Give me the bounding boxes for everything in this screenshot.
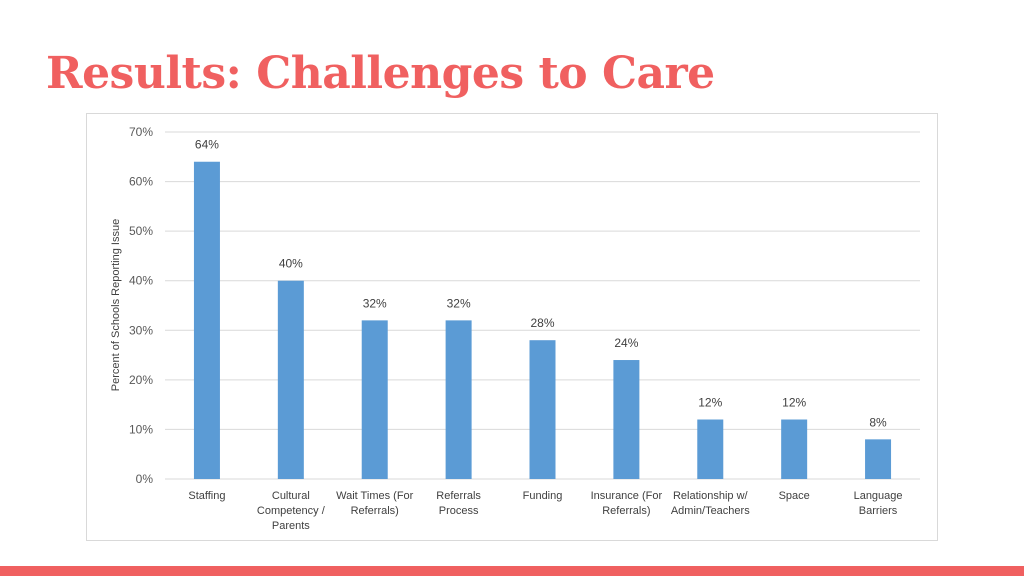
bar bbox=[613, 360, 640, 479]
data-label: 28% bbox=[530, 316, 554, 330]
data-label: 64% bbox=[195, 138, 219, 152]
x-tick-label: Language Barriers bbox=[854, 490, 903, 517]
y-tick-label: 40% bbox=[129, 274, 153, 288]
y-tick-label: 70% bbox=[129, 125, 153, 139]
y-tick-label: 10% bbox=[129, 422, 153, 436]
data-label: 12% bbox=[698, 396, 722, 410]
x-tick-label: Space bbox=[779, 490, 810, 502]
bar bbox=[277, 280, 304, 479]
bottom-accent-bar bbox=[0, 566, 1024, 576]
bar bbox=[529, 340, 556, 479]
x-tick-label: Wait Times (For Referrals) bbox=[336, 490, 414, 517]
bars bbox=[193, 161, 892, 479]
bar bbox=[361, 320, 388, 479]
slide-title: Results: Challenges to Care bbox=[46, 48, 715, 99]
y-tick-label: 20% bbox=[129, 373, 153, 387]
bar bbox=[193, 161, 220, 479]
data-label: 40% bbox=[279, 257, 303, 271]
data-label: 8% bbox=[869, 415, 887, 429]
y-tick-label: 50% bbox=[129, 224, 153, 238]
data-label: 24% bbox=[614, 336, 638, 350]
x-tick-label: Funding bbox=[523, 490, 563, 502]
bar bbox=[781, 419, 808, 479]
y-tick-label: 30% bbox=[129, 323, 153, 337]
data-label: 12% bbox=[782, 396, 806, 410]
x-tick-labels: Staffing Cultural Competency / Parents Wait … bbox=[188, 490, 902, 532]
data-label: 32% bbox=[363, 296, 387, 310]
bar bbox=[445, 320, 472, 479]
x-tick-label: Insurance (For Referrals) bbox=[591, 490, 663, 517]
x-tick-label: Relationship w/Admin/Teachers bbox=[671, 490, 750, 517]
data-labels: 64% 40% 32% 32% 28% 24% 12% 12% 8% bbox=[195, 138, 887, 430]
data-label: 32% bbox=[447, 296, 471, 310]
y-axis-label: Percent of Schools Reporting Issue bbox=[110, 219, 122, 391]
x-tick-label: Cultural Competency / Parents bbox=[257, 490, 326, 532]
chart-frame bbox=[86, 113, 938, 541]
bar bbox=[697, 419, 724, 479]
x-tick-label: Referrals Process bbox=[436, 490, 481, 517]
y-tick-label: 60% bbox=[129, 175, 153, 189]
y-tick-label: 0% bbox=[136, 472, 154, 486]
y-tick-labels: 0% 10% 20% 30% 40% 50% 60% 70% bbox=[129, 125, 153, 486]
x-tick-label: Staffing bbox=[188, 490, 225, 502]
bar bbox=[865, 439, 892, 479]
